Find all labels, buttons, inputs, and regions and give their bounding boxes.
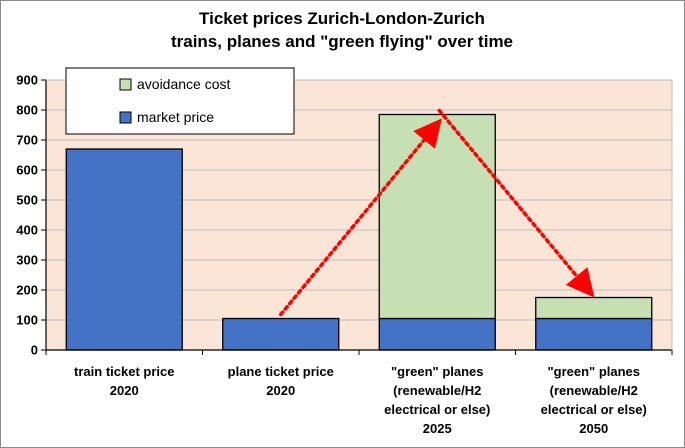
category-label-line: train ticket price — [74, 364, 174, 379]
category-label-line: 2020 — [266, 383, 295, 398]
category-label-line: 2050 — [579, 421, 608, 436]
legend-swatch-avoidance-cost — [119, 78, 132, 91]
bar-avoidance-cost — [535, 296, 653, 320]
category-label-line: plane ticket price — [228, 364, 334, 379]
chart-title-line: trains, planes and "green flying" over t… — [171, 32, 513, 51]
y-tick-label: 500 — [16, 193, 38, 208]
chart-title-line: Ticket prices Zurich-London-Zurich — [199, 9, 485, 28]
category-label-line: 2020 — [110, 383, 139, 398]
category-label-line: "green" planes — [391, 364, 484, 379]
y-tick-label: 400 — [16, 223, 38, 238]
y-tick-label: 300 — [16, 253, 38, 268]
legend-box — [65, 67, 295, 135]
y-tick-label: 900 — [16, 73, 38, 88]
category-label-line: electrical or else) — [541, 402, 647, 417]
category-label-line: (renewable/H2 — [550, 383, 638, 398]
y-tick-label: 0 — [31, 343, 38, 358]
y-tick-label: 100 — [16, 313, 38, 328]
y-tick-label: 600 — [16, 163, 38, 178]
y-tick-label: 700 — [16, 133, 38, 148]
bar-market-price — [378, 317, 496, 351]
bar-market-price — [65, 148, 183, 351]
bar-market-price — [535, 317, 653, 351]
category-label-line: 2025 — [423, 421, 452, 436]
category-label-line: electrical or else) — [384, 402, 490, 417]
y-tick-label: 800 — [16, 103, 38, 118]
y-tick-label: 200 — [16, 283, 38, 298]
legend-label: avoidance cost — [137, 76, 231, 92]
legend-label: market price — [137, 109, 214, 125]
category-label-line: (renewable/H2 — [393, 383, 481, 398]
bar-avoidance-cost — [378, 113, 496, 320]
legend-swatch-market-price — [119, 111, 132, 124]
trend-arrow — [437, 108, 595, 298]
bar-market-price — [222, 317, 340, 351]
trend-arrow — [279, 118, 442, 317]
category-label-line: "green" planes — [547, 364, 640, 379]
